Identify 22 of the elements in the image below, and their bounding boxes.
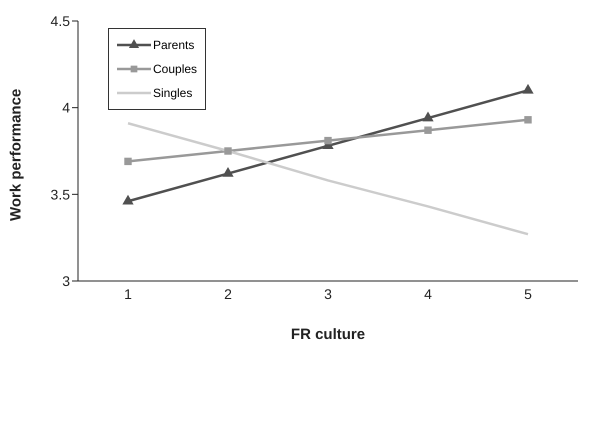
y-tick-label: 4 [62, 100, 70, 116]
point [122, 194, 134, 205]
x-tick-label: 3 [324, 286, 332, 302]
y-axis-title: Work performance [7, 88, 24, 221]
x-axis-title: FR culture [290, 326, 366, 343]
x-tick-label: 5 [524, 286, 532, 302]
legend-label: Couples [153, 62, 198, 76]
x-tick-label: 1 [124, 286, 132, 302]
point [222, 167, 234, 177]
point [524, 116, 532, 124]
y-tick-label: 4.5 [50, 12, 70, 29]
line-series [126, 122, 530, 236]
point [422, 112, 434, 122]
x-tick-label: 4 [424, 286, 432, 302]
legend-label: Parents [153, 38, 194, 52]
x-tick-label: 2 [224, 286, 232, 302]
y-tick-label: 3 [62, 272, 70, 289]
legend-label: Singles [153, 86, 192, 100]
point [424, 126, 432, 134]
y-tick-label: 3.5 [50, 186, 70, 202]
point [124, 158, 132, 166]
point [324, 136, 332, 144]
